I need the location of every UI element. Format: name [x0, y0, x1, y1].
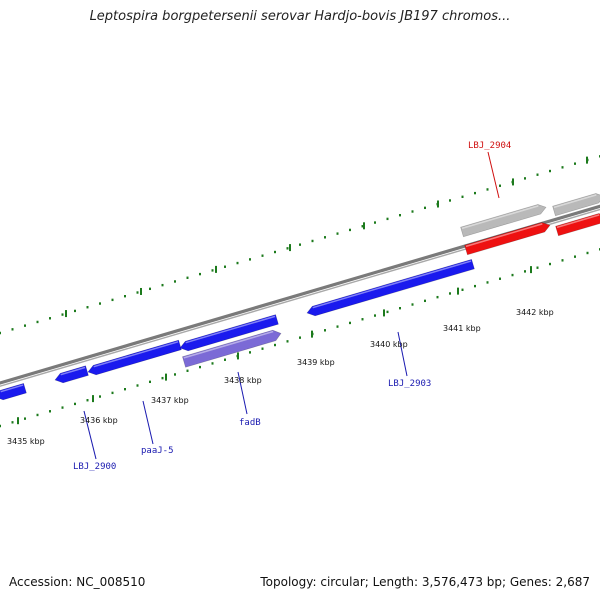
gene-arrow-lbj2900-highlight [0, 384, 24, 393]
scale-label: 3439 kbp [297, 358, 335, 367]
gene-labels: LBJ_2904 LBJ_2903 fadB paaJ-5 LBJ_2900 [73, 141, 511, 472]
gene-label: fadB [239, 418, 261, 428]
gene-arrow-grey-2-highlight [553, 194, 597, 209]
accession-label: Accession: NC_008510 [9, 575, 146, 589]
scale-label: 3435 kbp [7, 437, 45, 446]
gene-arrow-blue-mid [179, 314, 279, 352]
gene-label-connector [237, 371, 248, 415]
gene-arrow-grey-2-shape [552, 193, 600, 217]
gene-label-connector [142, 400, 154, 445]
gene-label-connector [83, 410, 97, 460]
gene-arrow-fadb-shape [182, 329, 282, 368]
gene-features [0, 193, 600, 401]
gene-arrow-red-2-shape [555, 213, 600, 237]
tick-track-upper [0, 155, 600, 335]
gene-arrow-blue-small-highlight [60, 366, 86, 376]
gene-arrow-blue-small-shape [54, 365, 89, 384]
scale-label: 3436 kbp [80, 416, 118, 425]
gene-label: LBJ_2903 [388, 379, 431, 389]
scale-labels: 3435 kbp 3436 kbp 3437 kbp 3438 kbp 3439 kbp… [7, 308, 554, 446]
genome-summary: Topology: circular; Length: 3,576,473 bp… [260, 575, 590, 589]
gene-arrow-lbj2904 [464, 222, 551, 256]
gene-arrow-lbj2904-highlight [465, 223, 543, 248]
gene-arrow-red-2 [555, 213, 600, 237]
scale-label: 3440 kbp [370, 340, 408, 349]
gene-label: paaJ-5 [141, 446, 174, 456]
scale-label: 3438 kbp [224, 376, 262, 385]
gene-arrow-lbj2903-shape [306, 258, 475, 317]
tick-track-lower [0, 248, 600, 428]
gene-arrow-grey-1-highlight [461, 205, 539, 230]
gene-arrow-grey-1 [460, 204, 547, 238]
gene-arrow-fadb [182, 329, 282, 368]
gene-label: LBJ_2900 [73, 462, 116, 472]
gene-arrow-lbj2904-shape [464, 222, 551, 256]
gene-arrow-blue-mid-highlight [185, 315, 276, 344]
gene-arrow-paaj5 [87, 339, 182, 376]
scale-label: 3442 kbp [516, 308, 554, 317]
gene-arrow-blue-mid-shape [179, 314, 279, 352]
gene-label: LBJ_2904 [468, 141, 511, 151]
map-title: Leptospira borgpetersenii serovar Hardjo… [89, 9, 511, 24]
gene-arrow-lbj2900-shape [0, 382, 27, 401]
gene-arrow-paaj5-highlight [93, 341, 179, 368]
gene-label-connector [487, 151, 500, 199]
scale-label: 3441 kbp [443, 324, 481, 333]
gene-arrow-lbj2903-highlight [312, 260, 472, 309]
gene-arrow-grey-1-shape [460, 204, 547, 238]
gene-label-connector [397, 331, 408, 377]
gene-arrow-grey-2 [552, 193, 600, 217]
gene-label-connectors [83, 151, 500, 460]
gene-arrow-red-2-highlight [556, 214, 600, 229]
gene-arrow-fadb-highlight [183, 330, 274, 359]
gene-arrow-paaj5-shape [87, 339, 182, 376]
gene-arrow-lbj2903 [306, 258, 475, 317]
scale-label: 3437 kbp [151, 396, 189, 405]
gene-arrow-blue-small [54, 365, 89, 384]
gene-arrow-lbj2900 [0, 382, 27, 401]
